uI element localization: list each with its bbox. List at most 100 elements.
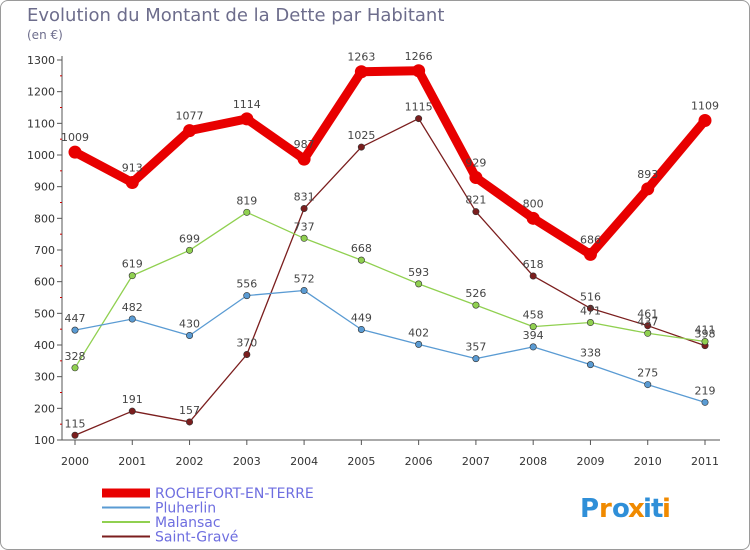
x-tick-label: 2006 xyxy=(405,455,433,468)
data-label: 618 xyxy=(523,258,544,271)
x-tick-label: 2003 xyxy=(233,455,261,468)
data-point xyxy=(300,234,308,242)
data-point xyxy=(243,350,251,358)
data-label: 338 xyxy=(580,347,601,360)
data-label: 1025 xyxy=(347,129,375,142)
data-label: 1077 xyxy=(176,110,204,123)
data-point xyxy=(698,113,712,127)
y-tick-label: 600 xyxy=(34,276,55,289)
data-label: 437 xyxy=(637,315,658,328)
data-label: 1266 xyxy=(405,50,433,63)
data-point xyxy=(71,364,79,372)
data-point xyxy=(529,343,537,351)
data-label: 1263 xyxy=(347,51,375,64)
data-label: 913 xyxy=(122,162,143,175)
y-tick-label: 300 xyxy=(34,371,55,384)
data-label: 115 xyxy=(65,417,86,430)
series-line-2 xyxy=(74,211,706,369)
logo-letter: x xyxy=(628,494,645,524)
x-tick-label: 2007 xyxy=(462,455,490,468)
data-label: 357 xyxy=(465,341,486,354)
y-tick-label: 800 xyxy=(34,212,55,225)
data-point xyxy=(300,287,308,295)
series-line-0 xyxy=(70,66,710,259)
data-point xyxy=(644,329,652,337)
data-point xyxy=(472,355,480,363)
data-label: 572 xyxy=(294,273,315,286)
data-label: 1114 xyxy=(233,98,261,111)
x-tick-label: 2002 xyxy=(176,455,204,468)
data-label: 1109 xyxy=(691,99,719,112)
data-point xyxy=(586,361,594,369)
chart-subtitle: (en €) xyxy=(27,28,63,42)
logo-letter: t xyxy=(651,494,663,524)
data-point xyxy=(357,325,365,333)
data-point xyxy=(243,292,251,300)
data-point xyxy=(240,112,254,126)
data-label: 821 xyxy=(465,194,486,207)
data-point xyxy=(125,176,139,190)
data-label: 737 xyxy=(294,220,315,233)
data-label: 893 xyxy=(637,168,658,181)
x-tick-label: 2009 xyxy=(576,455,604,468)
data-point xyxy=(183,124,197,138)
data-label: 831 xyxy=(294,191,315,204)
data-point xyxy=(128,315,136,323)
data-label: 461 xyxy=(637,308,658,321)
y-tick-label: 1100 xyxy=(27,117,55,130)
data-label: 1009 xyxy=(61,131,89,144)
y-tick-label: 200 xyxy=(34,402,55,415)
data-point xyxy=(186,331,194,339)
data-label: 699 xyxy=(179,232,200,245)
data-label: 394 xyxy=(523,329,544,342)
data-point xyxy=(68,145,82,159)
data-point xyxy=(243,208,251,216)
data-point xyxy=(128,407,136,415)
data-point xyxy=(644,322,652,330)
legend-label-3: Saint-Gravé xyxy=(155,530,238,546)
data-point xyxy=(644,381,652,389)
data-label: 398 xyxy=(695,328,716,341)
data-label: 619 xyxy=(122,258,143,271)
data-label: 191 xyxy=(122,393,143,406)
x-tick-label: 2010 xyxy=(634,455,662,468)
data-label: 526 xyxy=(465,287,486,300)
data-label: 929 xyxy=(465,156,486,169)
data-point xyxy=(357,143,365,151)
logo-letter: r xyxy=(599,494,612,524)
data-label: 471 xyxy=(580,305,601,318)
data-point xyxy=(529,272,537,280)
data-label: 402 xyxy=(408,326,429,339)
data-point xyxy=(415,340,423,348)
data-point xyxy=(586,319,594,327)
data-label: 275 xyxy=(637,367,658,380)
y-tick-label: 100 xyxy=(34,434,55,447)
data-point xyxy=(357,256,365,264)
chart-title: Evolution du Montant de la Dette par Hab… xyxy=(27,5,444,26)
data-point xyxy=(186,246,194,254)
data-labels: 115 191 157 370 831 1025 1115 821 618 516 461 398 32… xyxy=(61,50,719,430)
data-label: 482 xyxy=(122,301,143,314)
series-line-3 xyxy=(74,117,706,436)
data-label: 447 xyxy=(65,312,86,325)
data-label: 157 xyxy=(179,404,200,417)
data-point xyxy=(701,398,709,406)
data-point xyxy=(71,431,79,439)
data-point xyxy=(300,205,308,213)
data-label: 516 xyxy=(580,290,601,303)
series-line-1 xyxy=(74,289,706,403)
data-point xyxy=(186,418,194,426)
x-tick-label: 2005 xyxy=(347,455,375,468)
data-point xyxy=(297,152,311,166)
y-tick-label: 900 xyxy=(34,181,55,194)
data-point xyxy=(472,208,480,216)
data-label: 686 xyxy=(580,233,601,246)
logo-letter: P xyxy=(580,494,599,524)
data-label: 1115 xyxy=(405,101,433,114)
data-label: 430 xyxy=(179,318,200,331)
data-label: 219 xyxy=(695,384,716,397)
x-tick-label: 2001 xyxy=(118,455,146,468)
